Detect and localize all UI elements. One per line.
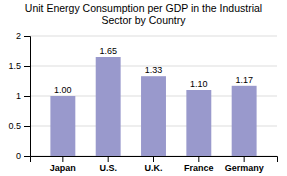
tick-label: Germany [225, 163, 264, 173]
tick: Japan [50, 156, 76, 173]
data-label: 1.33 [145, 65, 163, 75]
bar [232, 86, 257, 156]
tick-mark [24, 66, 30, 67]
tick-mark [24, 36, 30, 37]
tick-label: U.K. [145, 163, 163, 173]
bar [96, 57, 121, 156]
tick: 1 [16, 91, 30, 101]
tick-mark [108, 156, 109, 162]
tick: 0 [16, 151, 30, 161]
bars [50, 57, 256, 156]
tick-mark [62, 156, 63, 162]
grid [30, 36, 277, 156]
x-axis: Japan U.S. U.K. France Germany [31, 156, 278, 173]
tick-mark [198, 156, 199, 162]
axis-line [31, 157, 278, 163]
bar [141, 76, 166, 156]
grid-line [30, 36, 277, 37]
title-line: Unit Energy Consumption per GDP in the I… [25, 2, 262, 14]
plot: 1.00 1.65 1.33 1.10 1.17 0 0.5 1 1.5 2 Japan U.S. U.… [8, 31, 277, 173]
tick-mark [24, 156, 30, 157]
data-label: 1.17 [235, 75, 253, 85]
title: Unit Energy Consumption per GDP in the I… [25, 2, 262, 26]
tick-label: France [184, 163, 214, 173]
tick-label: Japan [50, 163, 76, 173]
tick: 2 [16, 31, 30, 41]
tick: 1.5 [8, 61, 30, 71]
axis-line [24, 37, 31, 157]
title-line: Sector by Country [101, 14, 186, 26]
tick-label: 0.5 [8, 121, 21, 131]
tick: U.K. [145, 156, 163, 173]
tick-label: 1.5 [8, 61, 21, 71]
tick: Germany [225, 156, 264, 173]
data-label: 1.65 [99, 46, 117, 56]
tick: U.S. [99, 156, 117, 173]
data-label: 1.10 [190, 79, 208, 89]
tick-label: U.S. [99, 163, 117, 173]
tick-mark [24, 126, 30, 127]
tick-label: 0 [16, 151, 21, 161]
tick-mark [244, 156, 245, 162]
tick-mark [153, 156, 154, 162]
bar [50, 96, 75, 156]
bar [186, 90, 211, 156]
tick: France [184, 156, 214, 173]
tick-mark [24, 96, 30, 97]
tick-label: 1 [16, 91, 21, 101]
tick: 0.5 [8, 121, 30, 131]
y-axis: 0 0.5 1 1.5 2 [8, 31, 30, 161]
tick-label: 2 [16, 31, 21, 41]
data-labels: 1.00 1.65 1.33 1.10 1.17 [54, 46, 253, 95]
data-label: 1.00 [54, 85, 72, 95]
chart: Unit Energy Consumption per GDP in the I… [0, 0, 287, 176]
